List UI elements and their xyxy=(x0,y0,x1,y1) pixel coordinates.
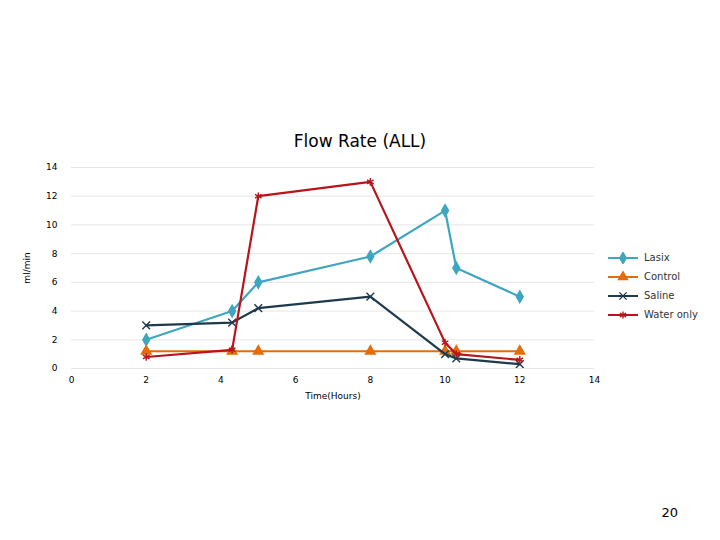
svg-text:2: 2 xyxy=(52,335,58,345)
svg-text:14: 14 xyxy=(46,162,58,172)
svg-text:0: 0 xyxy=(69,375,75,385)
svg-text:10: 10 xyxy=(46,220,58,230)
html-text:Saline: Saline xyxy=(644,290,675,301)
svg-text:12: 12 xyxy=(46,191,57,201)
svg-text:8: 8 xyxy=(367,375,373,385)
svg-text:14: 14 xyxy=(589,375,601,385)
html-text:Flow Rate (ALL): Flow Rate (ALL) xyxy=(293,131,427,151)
html-text:Control: Control xyxy=(644,271,681,282)
html-text:20: 20 xyxy=(661,505,678,520)
html-text:Water only: Water only xyxy=(644,309,698,320)
svg-text:12: 12 xyxy=(514,375,525,385)
svg-text:4: 4 xyxy=(218,375,224,385)
svg-text:0: 0 xyxy=(52,363,58,373)
svg-text:6: 6 xyxy=(52,277,58,287)
svg-text:4: 4 xyxy=(52,306,58,316)
svg-text:Time(Hours): Time(Hours) xyxy=(304,391,360,401)
svg-text:10: 10 xyxy=(439,375,451,385)
svg-text:2: 2 xyxy=(143,375,149,385)
svg-text:8: 8 xyxy=(52,249,58,259)
svg-text:6: 6 xyxy=(293,375,299,385)
html-text:Lasix: Lasix xyxy=(644,252,670,263)
svg-text:ml/min: ml/min xyxy=(22,252,32,283)
